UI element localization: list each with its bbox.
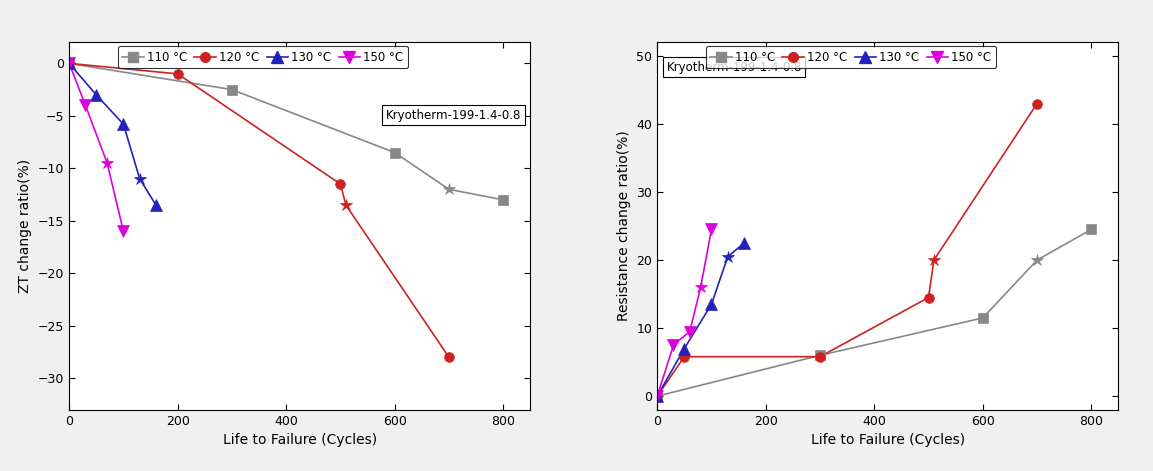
X-axis label: Life to Failure (Cycles): Life to Failure (Cycles) — [811, 433, 965, 447]
X-axis label: Life to Failure (Cycles): Life to Failure (Cycles) — [223, 433, 377, 447]
Text: Kryotherm-199-1.4-0.8: Kryotherm-199-1.4-0.8 — [666, 61, 801, 74]
Text: Kryotherm-199-1.4-0.8: Kryotherm-199-1.4-0.8 — [386, 108, 521, 122]
Y-axis label: ZT change ratio(%): ZT change ratio(%) — [18, 159, 32, 293]
Legend: 110 °C, 120 °C, 130 °C, 150 °C: 110 °C, 120 °C, 130 °C, 150 °C — [706, 46, 996, 68]
Legend: 110 °C, 120 °C, 130 °C, 150 °C: 110 °C, 120 °C, 130 °C, 150 °C — [118, 46, 408, 68]
Y-axis label: Resistance change ratio(%): Resistance change ratio(%) — [617, 131, 631, 321]
